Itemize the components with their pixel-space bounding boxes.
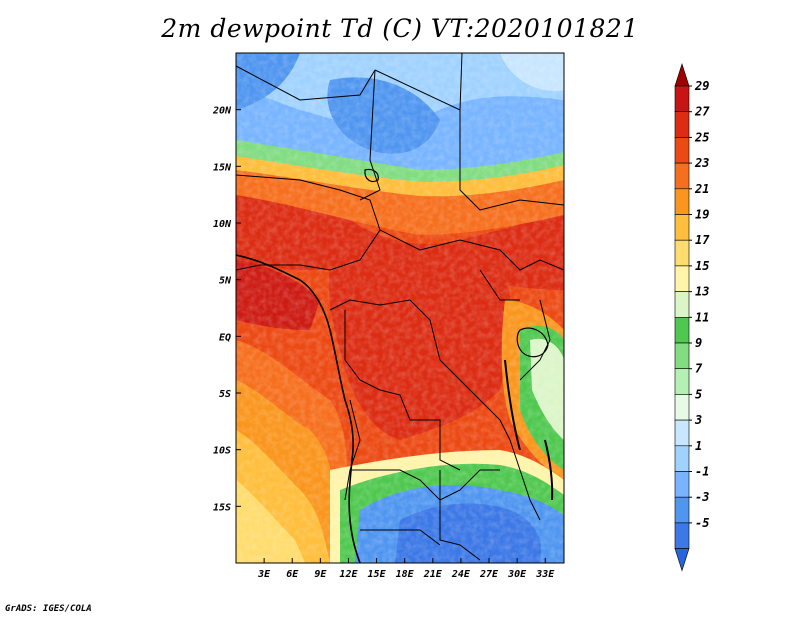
y-axis-ticks: 20N 15N 10N 5N EQ 5S 10S 15S (212, 106, 241, 513)
grads-credit: GrADS: IGES/COLA (5, 604, 92, 614)
colorbar-segment (674, 265, 690, 292)
lake-victoria (516, 327, 549, 358)
colorbar-tick-label: 23 (694, 156, 709, 170)
colorbar-tick-label: 7 (695, 362, 703, 376)
map-frame (235, 52, 565, 564)
y-tick-label: 10S (213, 446, 231, 457)
x-tick-label: 30E (507, 569, 527, 580)
colorbar-tick-label: 9 (695, 336, 702, 350)
colorbar-top-arrow (674, 63, 690, 87)
colorbar-bottom-arrow (674, 548, 690, 572)
x-tick-label: 3E (257, 569, 271, 580)
colorbar-segment (674, 291, 690, 318)
colorbar-segment (674, 188, 690, 215)
colorbar-segment (674, 342, 690, 370)
colorbar-tick-label: 17 (695, 233, 710, 247)
colorbar-tick-label: -1 (695, 465, 709, 479)
colorbar-segment (674, 471, 690, 498)
x-tick-label: 33E (535, 569, 555, 580)
colorbar-tick-label: -5 (695, 516, 709, 530)
y-tick-label: 5N (219, 276, 232, 287)
colorbar-segment (674, 368, 690, 395)
chart-title: 2m dewpoint Td (C) VT:2020101821 (161, 14, 639, 43)
y-tick-label: 15S (213, 502, 231, 513)
colorbar-segment (674, 445, 690, 472)
x-tick-label: 6E (286, 569, 299, 580)
colorbar-tick-label: 13 (695, 285, 709, 299)
country-borders (236, 53, 564, 561)
coastline (236, 254, 361, 563)
y-tick-label: 10N (213, 219, 232, 230)
colorbar: 29 27 25 23 21 19 17 15 13 11 9 7 5 3 1 -1 -3 -5 (674, 63, 710, 572)
colorbar-segment (674, 522, 690, 549)
colorbar-tick-label: 19 (695, 208, 709, 222)
colorbar-segment (674, 394, 690, 421)
colorbar-tick-label: 21 (694, 182, 709, 196)
y-tick-label: 5S (219, 389, 231, 400)
y-tick-label: 20N (212, 106, 232, 117)
colorbar-segment (674, 162, 690, 190)
x-tick-label: 24E (451, 569, 471, 580)
colorbar-segment (674, 239, 690, 267)
lake-chad (364, 168, 379, 183)
colorbar-tick-label: 27 (694, 105, 710, 119)
colorbar-tick-label: 3 (694, 413, 702, 427)
x-tick-label: 12E (339, 569, 358, 580)
y-tick-label: 15N (213, 162, 232, 173)
lake-malawi (544, 439, 554, 501)
colorbar-tick-label: 11 (695, 310, 709, 324)
x-tick-label: 15E (368, 569, 387, 580)
colorbar-segment (674, 111, 690, 138)
colorbar-segment (674, 496, 690, 524)
colorbar-tick-label: 29 (694, 79, 709, 93)
x-axis-ticks: 3E 6E 9E 12E 15E 18E 21E 24E 27E 30E 33E (257, 558, 555, 580)
x-tick-label: 21E (423, 569, 443, 580)
x-tick-label: 9E (314, 569, 327, 580)
colorbar-segment (674, 316, 690, 344)
lake-tanganyika (504, 359, 521, 451)
colorbar-tick-label: 15 (695, 259, 709, 273)
colorbar-tick-label: 5 (695, 387, 702, 401)
colorbar-tick-label: -3 (695, 490, 709, 504)
colorbar-segment (674, 85, 690, 113)
x-tick-label: 18E (396, 569, 415, 580)
dewpoint-field (236, 53, 564, 563)
colorbar-segment (674, 137, 690, 164)
colorbar-segment (674, 419, 690, 447)
colorbar-tick-label: 25 (694, 130, 709, 144)
colorbar-tick-label: 1 (695, 439, 702, 453)
y-tick-label: EQ (219, 332, 231, 343)
colorbar-segment (674, 214, 690, 241)
x-tick-label: 27E (479, 569, 499, 580)
